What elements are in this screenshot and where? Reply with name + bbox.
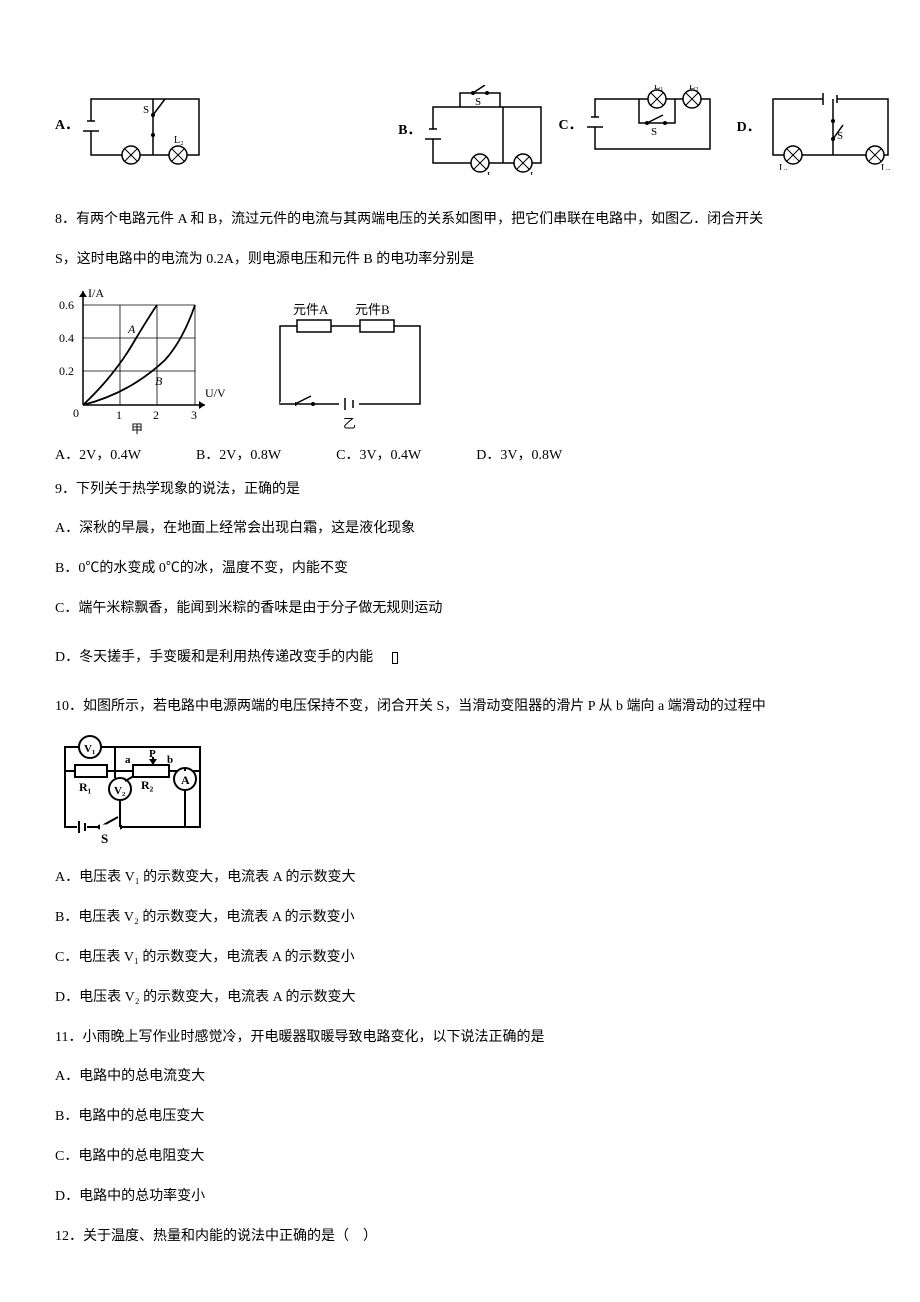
svg-text:乙: 乙 bbox=[343, 416, 356, 431]
q7-opt-b: B． L₁ L₁ L₂ S bbox=[398, 85, 550, 175]
svg-text:2: 2 bbox=[153, 408, 159, 422]
svg-text:S: S bbox=[837, 130, 843, 142]
q8-ans-a: A．2V，0.4W bbox=[55, 445, 141, 466]
q9-opt-a: A．深秋的早晨，在地面上经常会出现白霜，这是液化现象 bbox=[55, 514, 865, 545]
svg-text:U/V: U/V bbox=[205, 386, 225, 400]
svg-text:元件B: 元件B bbox=[355, 302, 390, 317]
q7-options: A． L₁ L₂ L₂ S B． L₁ bbox=[55, 85, 865, 175]
svg-text:V₂: V₂ bbox=[114, 785, 126, 797]
circuit-d-image: L₁ L₂ S bbox=[765, 85, 895, 170]
q8-stem-1: 8．有两个电路元件 A 和 B，流过元件的电流与其两端电压的关系如图甲，把它们串… bbox=[55, 205, 865, 236]
svg-text:0: 0 bbox=[73, 406, 79, 420]
svg-text:L₁: L₁ bbox=[779, 163, 789, 170]
svg-text:S: S bbox=[475, 96, 481, 108]
q7-opt-d-label: D． bbox=[737, 117, 761, 138]
q8-ans-b: B．2V，0.8W bbox=[196, 445, 281, 466]
svg-text:0.4: 0.4 bbox=[59, 331, 74, 345]
q11-opt-b: B．电路中的总电压变大 bbox=[55, 1102, 865, 1133]
q11-opt-d: D．电路中的总功率变小 bbox=[55, 1182, 865, 1213]
svg-text:L₁: L₁ bbox=[487, 171, 497, 175]
svg-text:L₂: L₂ bbox=[689, 85, 699, 92]
svg-text:L₂: L₂ bbox=[530, 171, 540, 175]
svg-text:a: a bbox=[125, 754, 131, 766]
q8-figures: I/A 0.6 0.4 0.2 0 1 2 3 U/V A B 甲 bbox=[55, 285, 865, 435]
svg-text:S: S bbox=[101, 831, 108, 846]
q9-opt-d: D．冬天搓手，手变暖和是利用热传递改变手的内能 bbox=[55, 643, 373, 674]
q8-answers: A．2V，0.4W B．2V，0.8W C．3V，0.4W D．3V，0.8W bbox=[55, 445, 865, 466]
svg-text:V₁: V₁ bbox=[84, 743, 95, 755]
q7-opt-c-label: C． bbox=[558, 115, 582, 136]
q10-opt-d: D．电压表 V₂ 的示数变大，电流表 A 的示数变大 bbox=[55, 983, 865, 1014]
q10-stem: 10．如图所示，若电路中电源两端的电压保持不变，闭合开关 S，当滑动变阻器的滑片… bbox=[55, 692, 865, 723]
q8-ans-d: D．3V，0.8W bbox=[476, 445, 562, 466]
circuit-b-image: L₁ L₁ L₂ S bbox=[425, 85, 550, 175]
q10-opt-a: A．电压表 V₁ 的示数变大，电流表 A 的示数变大 bbox=[55, 863, 865, 894]
svg-text:0.2: 0.2 bbox=[59, 364, 74, 378]
q10-opt-b: B．电压表 V₂ 的示数变大，电流表 A 的示数变小 bbox=[55, 903, 865, 934]
q7-opt-a: A． L₁ L₂ L₂ S bbox=[55, 85, 208, 165]
q7-opt-d: D． L₁ L₂ S bbox=[737, 85, 895, 170]
svg-text:1: 1 bbox=[116, 408, 122, 422]
svg-text:A: A bbox=[127, 322, 136, 336]
q10-opt-c: C．电压表 V₁ 的示数变大，电流表 A 的示数变小 bbox=[55, 943, 865, 974]
q10-circuit-wrap: V₁ R₁ V₂ a P b R₂ A S bbox=[55, 731, 865, 853]
q7-opt-b-label: B． bbox=[398, 120, 421, 141]
q8-ans-c: C．3V，0.4W bbox=[336, 445, 421, 466]
svg-text:元件A: 元件A bbox=[293, 302, 329, 317]
svg-text:B: B bbox=[155, 374, 163, 388]
q9-opt-c: C．端午米粽飘香，能闻到米粽的香味是由于分子做无规则运动 bbox=[55, 594, 865, 625]
q9-stem: 9．下列关于热学现象的说法，正确的是 bbox=[55, 475, 865, 506]
cursor-marker bbox=[392, 652, 398, 664]
q11-opt-a: A．电路中的总电流变大 bbox=[55, 1062, 865, 1093]
q12-stem: 12．关于温度、热量和内能的说法中正确的是（ ） bbox=[55, 1222, 865, 1253]
svg-text:甲: 甲 bbox=[131, 422, 143, 435]
svg-text:L₁: L₁ bbox=[654, 85, 664, 92]
svg-text:b: b bbox=[167, 754, 173, 766]
svg-text:L₂: L₂ bbox=[174, 135, 184, 146]
circuit-c-image: L₁ L₂ S bbox=[587, 85, 717, 165]
svg-text:A: A bbox=[181, 773, 190, 787]
q11-opt-c: C．电路中的总电阻变大 bbox=[55, 1142, 865, 1173]
svg-text:I/A: I/A bbox=[88, 286, 104, 300]
svg-text:3: 3 bbox=[191, 408, 197, 422]
q10-circuit: V₁ R₁ V₂ a P b R₂ A S bbox=[55, 731, 210, 846]
svg-text:S: S bbox=[143, 104, 149, 116]
q7-opt-c: C． L₁ L₂ S bbox=[558, 85, 716, 165]
svg-text:R₁: R₁ bbox=[79, 780, 92, 794]
q8-circuit: 元件A 元件B 乙 bbox=[265, 300, 435, 435]
svg-text:0.6: 0.6 bbox=[59, 298, 74, 312]
q8-chart: I/A 0.6 0.4 0.2 0 1 2 3 U/V A B 甲 bbox=[55, 285, 225, 435]
svg-text:L₂: L₂ bbox=[881, 163, 891, 170]
svg-text:R₂: R₂ bbox=[141, 778, 154, 792]
circuit-a-image: L₁ L₂ L₂ S bbox=[83, 85, 208, 165]
q9-opt-b: B．0℃的水变成 0℃的冰，温度不变，内能不变 bbox=[55, 554, 865, 585]
q11-stem: 11．小雨晚上写作业时感觉冷，开电暖器取暖导致电路变化，以下说法正确的是 bbox=[55, 1023, 865, 1054]
q7-opt-a-label: A． bbox=[55, 115, 79, 136]
q8-stem-2: S，这时电路中的电流为 0.2A，则电源电压和元件 B 的电功率分别是 bbox=[55, 245, 865, 276]
svg-text:S: S bbox=[651, 126, 657, 138]
